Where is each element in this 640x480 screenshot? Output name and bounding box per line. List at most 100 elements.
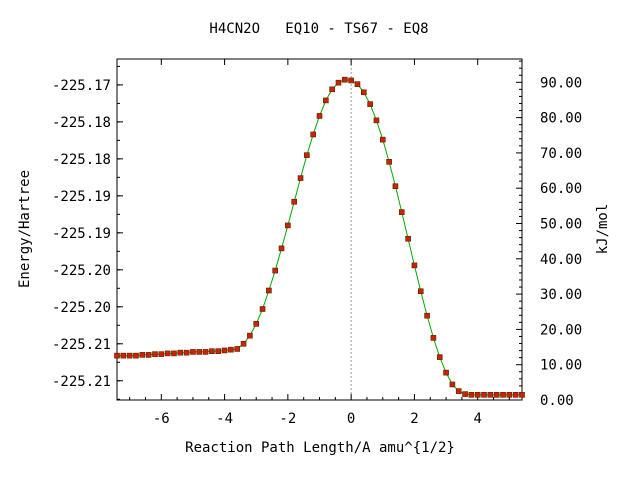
data-point-marker: [139, 352, 146, 358]
data-point-marker: [158, 351, 165, 357]
y-axis-label: Energy/Hartree: [17, 170, 33, 288]
data-point-marker: [126, 352, 133, 359]
y2-tick-label: 60.00: [540, 181, 582, 197]
data-point-marker: [240, 340, 247, 347]
data-point-marker: [519, 392, 525, 398]
data-point-marker: [500, 392, 506, 398]
data-point-marker: [177, 349, 184, 356]
bottom-axis-ticks: -6 -4 -2 0 2 4: [129, 59, 510, 427]
x-tick-label: -4: [216, 411, 233, 427]
data-point-marker: [348, 77, 354, 84]
data-point-marker: [323, 97, 329, 104]
data-point-marker: [392, 183, 399, 190]
y2-tick-label: 20.00: [540, 322, 582, 338]
x-tick-label: -6: [153, 411, 170, 427]
data-point-marker: [430, 335, 437, 341]
data-point-marker: [221, 347, 228, 354]
y2-tick-label: 10.00: [540, 358, 582, 374]
plot-frame: [116, 58, 523, 401]
data-point-marker: [474, 392, 481, 398]
data-point-marker: [310, 131, 316, 138]
data-point-marker: [266, 287, 272, 294]
y-tick-label: -225.20: [52, 300, 111, 316]
data-point-marker: [272, 267, 279, 274]
data-point-marker: [373, 117, 380, 124]
data-point-marker: [443, 369, 449, 376]
data-point-marker: [417, 288, 424, 295]
data-point-marker: [114, 352, 120, 359]
data-point-marker: [228, 346, 234, 353]
right-axis-ticks: 0.00 10.00 20.00 30.00 40.00 50.00 60.00 70.00 8…: [516, 60, 582, 409]
x-tick-label: 2: [410, 411, 418, 427]
x-axis-label: Reaction Path Length/A amu^{1/2}: [185, 440, 455, 456]
data-point-marker: [487, 392, 494, 398]
y2-axis-label: kJ/mol: [595, 204, 611, 255]
data-point-marker: [360, 89, 367, 96]
y2-tick-label: 70.00: [540, 146, 582, 162]
x-tick-label: -2: [279, 411, 296, 427]
y2-tick-label: 40.00: [540, 252, 582, 268]
energy-profile-markers: [114, 76, 525, 398]
data-point-marker: [145, 352, 152, 358]
data-point-marker: [253, 321, 260, 327]
y-tick-label: -225.19: [52, 226, 111, 242]
y2-tick-label: 90.00: [540, 75, 582, 91]
data-point-marker: [133, 352, 139, 359]
data-point-marker: [424, 312, 430, 319]
data-point-marker: [455, 388, 462, 394]
data-point-marker: [297, 175, 304, 181]
data-point-marker: [215, 348, 222, 354]
data-point-marker: [152, 351, 158, 357]
data-point-marker: [354, 81, 361, 87]
x-tick-label: 4: [473, 411, 481, 427]
data-point-marker: [367, 101, 373, 107]
y-tick-label: -225.21: [52, 337, 111, 353]
data-point-marker: [304, 152, 310, 158]
y-tick-label: -225.18: [52, 152, 111, 168]
data-point-marker: [171, 350, 177, 357]
data-point-marker: [285, 222, 291, 229]
data-point-marker: [335, 79, 342, 86]
data-point-marker: [468, 392, 475, 398]
data-point-marker: [196, 349, 203, 355]
y-tick-label: -225.19: [52, 189, 111, 205]
data-point-marker: [411, 262, 418, 269]
y2-tick-label: 80.00: [540, 111, 582, 127]
y2-tick-label: 0.00: [540, 393, 574, 409]
x-tick-label: 0: [347, 411, 355, 427]
y-tick-label: -225.21: [52, 374, 111, 390]
data-point-marker: [234, 346, 241, 352]
energy-profile-line: [117, 79, 522, 396]
data-point-marker: [506, 392, 513, 398]
data-point-marker: [329, 86, 335, 93]
data-point-marker: [183, 349, 190, 356]
data-point-marker: [449, 381, 456, 388]
data-point-marker: [278, 245, 285, 252]
data-point-marker: [316, 113, 323, 119]
data-point-marker: [462, 391, 468, 397]
data-point-marker: [379, 136, 386, 143]
y2-tick-label: 30.00: [540, 287, 582, 303]
data-point-marker: [436, 354, 443, 360]
chart-title: H4CN2O EQ10 - TS67 - EQ8: [209, 21, 428, 37]
data-point-marker: [164, 350, 171, 357]
data-point-marker: [190, 349, 196, 355]
data-point-marker: [493, 392, 500, 398]
data-point-marker: [398, 209, 405, 215]
y-tick-label: -225.20: [52, 263, 111, 279]
data-point-marker: [342, 76, 348, 83]
data-point-marker: [259, 306, 266, 312]
data-point-marker: [120, 352, 127, 359]
y-tick-label: -225.18: [52, 115, 111, 131]
data-point-marker: [247, 332, 253, 339]
y-tick-label: -225.17: [52, 78, 111, 94]
data-point-marker: [209, 348, 215, 354]
data-point-marker: [386, 159, 392, 165]
y2-tick-label: 50.00: [540, 216, 582, 232]
data-point-marker: [405, 235, 411, 242]
data-point-marker: [202, 349, 209, 355]
data-point-marker: [512, 392, 519, 398]
data-point-marker: [291, 198, 297, 205]
data-point-marker: [481, 392, 487, 398]
